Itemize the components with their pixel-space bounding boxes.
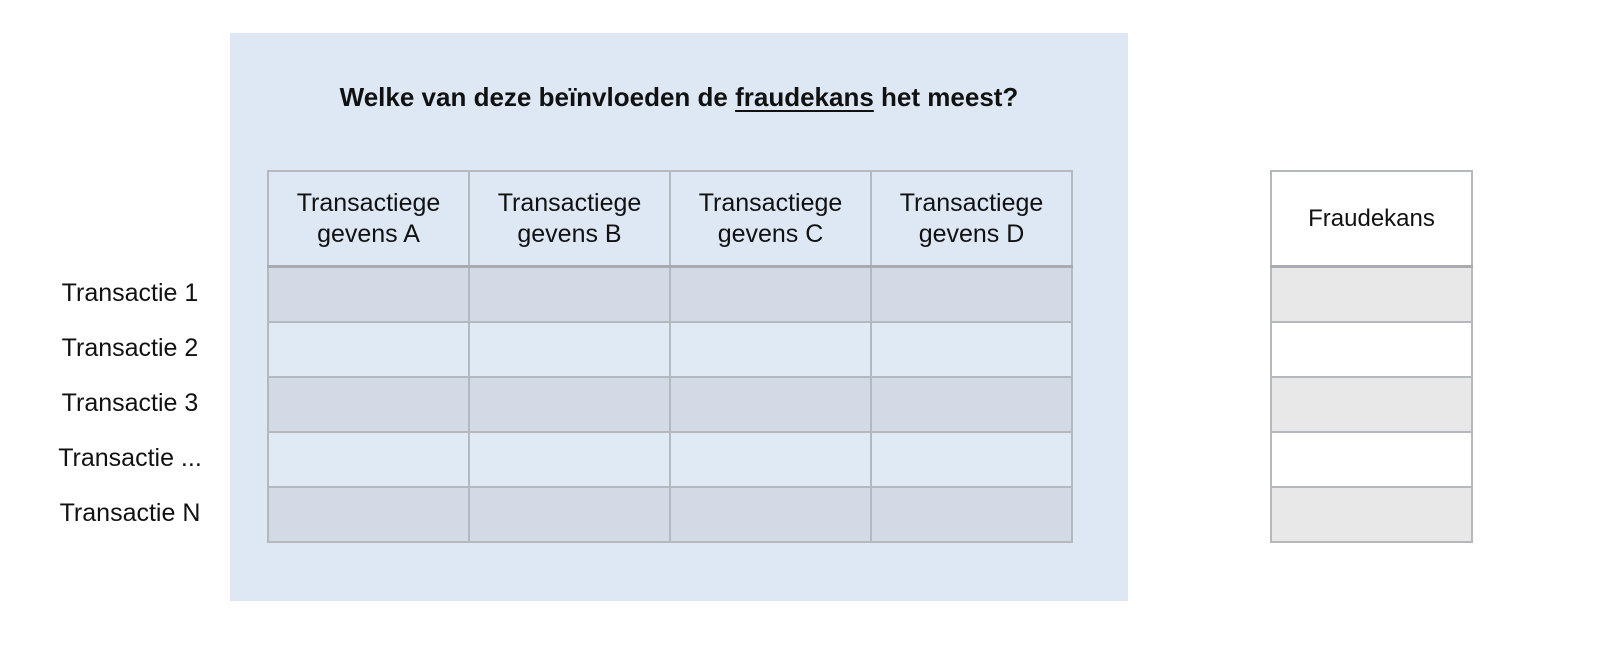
table-row: [1270, 486, 1473, 543]
cell: [267, 265, 470, 323]
fraud-header: Fraudekans: [1270, 170, 1473, 268]
cell: [669, 321, 872, 378]
table-row: [267, 376, 1073, 433]
cell: [870, 431, 1073, 488]
cell: [468, 486, 671, 543]
cell: [1270, 265, 1473, 323]
cell: [1270, 376, 1473, 433]
table-row: [1270, 376, 1473, 433]
cell: [870, 486, 1073, 543]
column-header-b: Transactiege gevens B: [468, 170, 671, 268]
row-label: Transactie N: [59, 499, 201, 527]
fraud-probability-table: Fraudekans: [1270, 170, 1473, 543]
cell: [468, 376, 671, 433]
cell: [1270, 321, 1473, 378]
cell: [870, 376, 1073, 433]
row-label: Transactie ...: [58, 444, 202, 472]
column-header-d: Transactiege gevens D: [870, 170, 1073, 268]
row-label: Transactie 1: [61, 279, 199, 307]
column-header-a: Transactiege gevens A: [267, 170, 470, 268]
title-text-end: het meest?: [873, 82, 1019, 112]
cell: [267, 486, 470, 543]
column-header-c: Transactiege gevens C: [669, 170, 872, 268]
table-row: [1270, 431, 1473, 488]
cell: [468, 265, 671, 323]
cell: [267, 376, 470, 433]
cell: [669, 486, 872, 543]
title-underlined-word: fraudekans: [735, 82, 874, 112]
table-row: [1270, 265, 1473, 323]
cell: [1270, 431, 1473, 488]
cell: [468, 431, 671, 488]
table-row: [267, 321, 1073, 378]
cell: [669, 265, 872, 323]
cell: [267, 431, 470, 488]
feature-table: Transactiege gevens A Transactiege gevens …: [267, 170, 1073, 543]
table-row: [267, 431, 1073, 488]
row-label: Transactie 2: [61, 334, 199, 362]
cell: [870, 265, 1073, 323]
title-text: Welke van deze beïnvloeden de: [339, 82, 736, 112]
question-title: Welke van deze beïnvloeden de fraudekans…: [230, 82, 1128, 113]
cell: [669, 431, 872, 488]
row-labels: Transactie 1 Transactie 2 Transactie 3 T…: [30, 266, 230, 541]
cell: [267, 321, 470, 378]
table-row: [1270, 321, 1473, 378]
cell: [1270, 486, 1473, 543]
table-row: [267, 486, 1073, 543]
cell: [669, 376, 872, 433]
table-row: [267, 265, 1073, 323]
cell: [468, 321, 671, 378]
cell: [870, 321, 1073, 378]
row-label: Transactie 3: [61, 389, 199, 417]
